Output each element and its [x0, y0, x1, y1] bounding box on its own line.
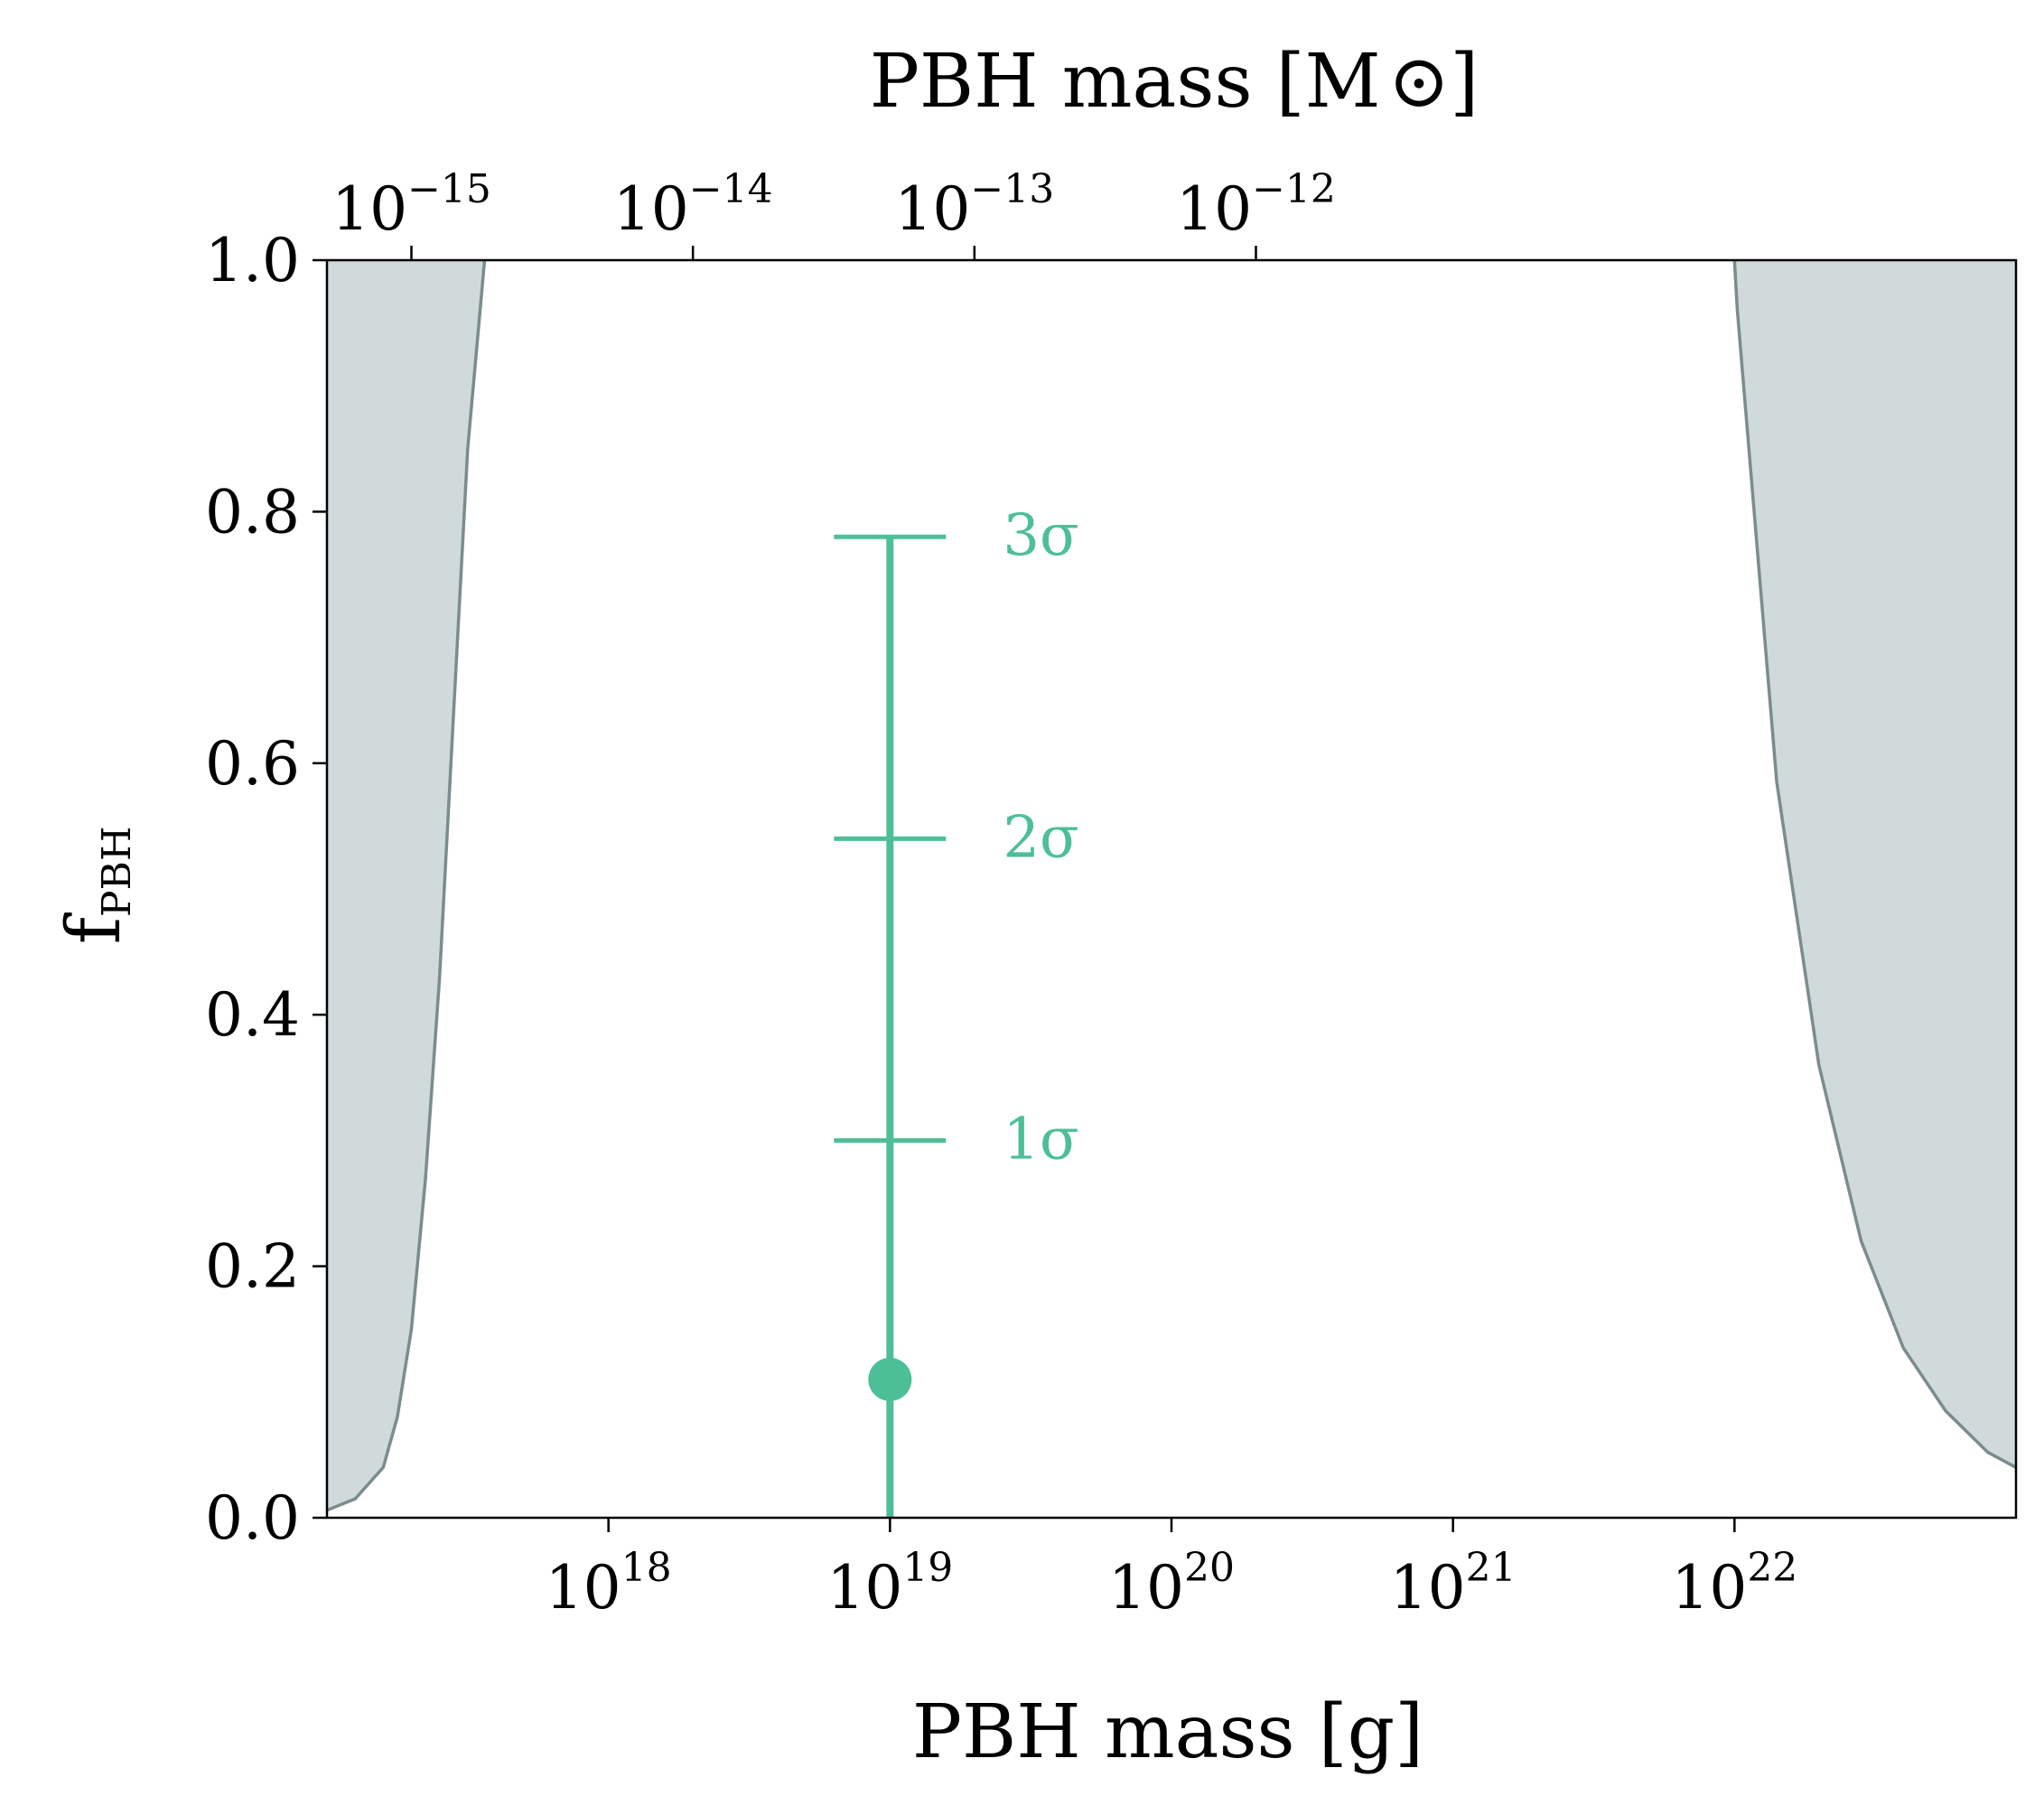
- excluded-regions: [326, 259, 2017, 1518]
- x2-axis-ticks: 10−15 10−14 10−13 10−12: [331, 166, 1336, 260]
- x2-axis-title: PBH mass [M⊙]: [870, 39, 1479, 125]
- sigma-label-3: 3σ: [1003, 502, 1078, 569]
- excluded-region-left-fill: [327, 260, 485, 1518]
- y-tick-label: 0.4: [205, 980, 300, 1050]
- x-tick-label: 1018: [546, 1545, 672, 1623]
- x2-tick-label: 10−12: [1176, 166, 1336, 244]
- y-axis-title: fPBH: [51, 827, 140, 945]
- x2-tick-label: 10−14: [613, 166, 773, 244]
- x2-tick-label: 10−13: [894, 166, 1054, 244]
- x-tick-label: 1020: [1108, 1545, 1235, 1623]
- excluded-region-left-edge: [326, 259, 487, 1512]
- x2-axis-title-suffix: ]: [1450, 39, 1479, 125]
- y-tick-label: 1.0: [205, 226, 300, 295]
- central-value-marker: [868, 1357, 912, 1401]
- x2-axis-title-prefix: PBH mass [M: [870, 39, 1381, 125]
- y-tick-label: 0.8: [205, 477, 300, 547]
- sigma-label-1: 1σ: [1003, 1106, 1078, 1173]
- x-tick-label: 1022: [1671, 1545, 1797, 1623]
- y-axis-title-main: f: [51, 912, 137, 944]
- x-tick-label: 1019: [826, 1545, 953, 1623]
- y-axis-title-sub: PBH: [94, 827, 140, 917]
- measurement-group: 1σ 2σ 3σ: [834, 502, 1079, 1518]
- x2-tick-label: 10−15: [331, 166, 491, 244]
- x-tick-label: 1021: [1390, 1545, 1517, 1623]
- x-axis-ticks: 1018 1019 1020 1021 1022: [546, 1518, 1797, 1623]
- y-tick-label: 0.2: [205, 1232, 300, 1302]
- y-axis-ticks: 0.0 0.2 0.4 0.6 0.8 1.0: [205, 226, 327, 1553]
- sigma-label-2: 2σ: [1003, 804, 1078, 871]
- excluded-region-right-edge: [1732, 259, 2017, 1469]
- y-tick-label: 0.6: [205, 729, 300, 799]
- excluded-region-right-fill: [1734, 260, 2016, 1518]
- sun-symbol: ⊙: [1388, 39, 1451, 125]
- y-tick-label: 0.0: [205, 1483, 300, 1553]
- x-axis-title: PBH mass [g]: [912, 1689, 1423, 1775]
